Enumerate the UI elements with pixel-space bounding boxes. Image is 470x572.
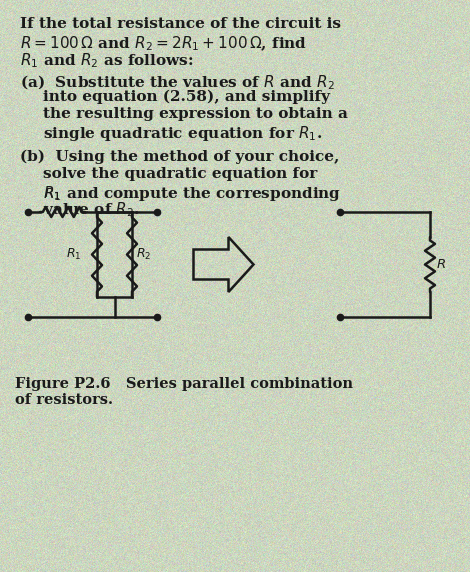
Text: $R_1$: $R_1$ [66,247,81,262]
Text: (b)  Using the method of your choice,: (b) Using the method of your choice, [20,150,339,164]
Text: Figure P2.6   Series parallel combination
of resistors.: Figure P2.6 Series parallel combination … [15,377,353,407]
Text: $R_2$: $R_2$ [136,247,151,262]
Text: into equation (2.58), and simplify: into equation (2.58), and simplify [43,90,330,105]
Text: the resulting expression to obtain a: the resulting expression to obtain a [43,107,348,121]
Text: $R_1$: $R_1$ [44,187,60,202]
Text: If the total resistance of the circuit is: If the total resistance of the circuit i… [20,17,341,31]
Text: (a)  Substitute the values of $R$ and $R_2$: (a) Substitute the values of $R$ and $R_… [20,73,335,92]
Text: solve the quadratic equation for: solve the quadratic equation for [43,166,317,181]
Text: $R_1$ and $R_2$ as follows:: $R_1$ and $R_2$ as follows: [20,51,194,70]
Text: $R_1$ and compute the corresponding: $R_1$ and compute the corresponding [43,184,341,202]
Text: value of $R_2$.: value of $R_2$. [43,201,140,219]
Text: $R$: $R$ [436,258,446,271]
Text: single quadratic equation for $R_1$.: single quadratic equation for $R_1$. [43,124,322,143]
Text: $R = 100\,\Omega$ and $R_2 = 2R_1 + 100\,\Omega$, find: $R = 100\,\Omega$ and $R_2 = 2R_1 + 100\… [20,34,307,53]
